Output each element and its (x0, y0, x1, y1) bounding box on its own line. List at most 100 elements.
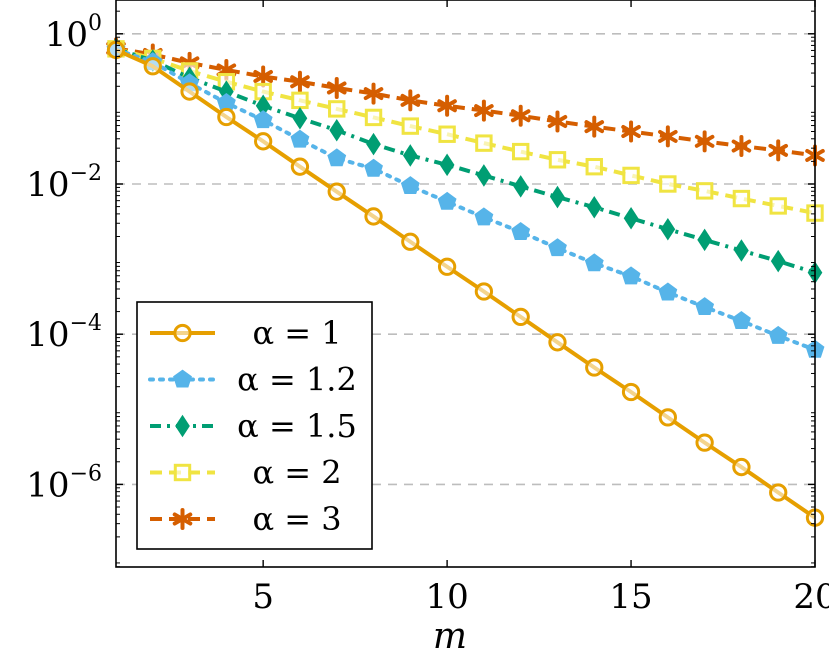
data-point (695, 433, 714, 452)
data-point (327, 182, 346, 201)
data-point (364, 207, 383, 226)
asterisk-stroke (363, 87, 384, 101)
x-tick-label: 5 (252, 577, 274, 617)
asterisk-stroke (326, 81, 347, 95)
data-point (437, 257, 457, 276)
x-tick-label: 20 (793, 577, 829, 617)
data-point (364, 108, 383, 127)
data-point (621, 120, 641, 143)
data-point (585, 358, 604, 377)
data-point (694, 130, 715, 153)
plot-frame (115, 0, 816, 568)
data-point (253, 110, 273, 129)
legend-marker (173, 463, 192, 482)
x-tick-label: 10 (425, 577, 468, 617)
y-tick-exponent: −6 (70, 461, 102, 486)
asterisk-stroke (547, 114, 568, 128)
data-point (511, 142, 530, 161)
y-tick-label: 100 (45, 11, 102, 55)
data-point (658, 282, 678, 301)
data-point (327, 148, 347, 167)
data-point (584, 253, 604, 272)
series-1 (106, 39, 825, 358)
data-point (438, 125, 456, 143)
data-point (437, 94, 457, 117)
data-point (548, 151, 567, 169)
data-point (437, 191, 457, 210)
data-point (768, 139, 789, 162)
data-point (290, 129, 310, 148)
data-point (732, 457, 751, 477)
data-point (292, 107, 308, 130)
legend-label: α = 2 (252, 454, 341, 492)
y-tick-label: 10−6 (26, 461, 102, 505)
y-tick-label: 10−2 (26, 161, 102, 205)
data-point (180, 82, 199, 101)
asterisk-stroke (658, 129, 678, 143)
data-point (510, 104, 531, 127)
data-point (439, 153, 455, 177)
y-tick-exponent: −2 (70, 161, 102, 186)
data-point (586, 195, 602, 219)
data-point (511, 222, 531, 240)
data-point (254, 132, 273, 151)
data-point (363, 82, 384, 105)
asterisk-stroke (731, 139, 752, 153)
series-layer (106, 37, 825, 527)
data-point (585, 157, 603, 176)
data-point (253, 65, 273, 88)
asterisk-stroke (474, 104, 494, 118)
data-point (621, 266, 641, 285)
data-point (659, 175, 677, 193)
data-point (548, 238, 567, 257)
y-tick-base: 10 (26, 315, 69, 355)
data-point (622, 166, 640, 185)
data-point (364, 158, 383, 177)
data-point (658, 408, 677, 427)
asterisk-stroke (290, 75, 310, 89)
asterisk-stroke (768, 143, 789, 157)
asterisk-stroke (253, 69, 273, 83)
data-point (474, 282, 494, 301)
data-point (660, 217, 676, 241)
data-point (475, 134, 493, 152)
data-point (584, 115, 605, 138)
data-point (550, 185, 565, 209)
series-line (115, 46, 816, 275)
series-2 (108, 37, 823, 284)
data-point (217, 107, 236, 127)
series-3 (107, 40, 824, 222)
data-point (143, 57, 162, 76)
asterisk-stroke (172, 512, 193, 526)
data-point (770, 249, 786, 273)
data-point (474, 207, 494, 226)
legend-marker (172, 508, 193, 530)
data-point (291, 91, 309, 110)
data-point (547, 110, 568, 133)
data-point (326, 76, 347, 99)
data-point (476, 164, 492, 187)
data-point (400, 89, 421, 112)
series-4 (106, 37, 825, 167)
data-point (731, 311, 751, 329)
data-point (548, 333, 567, 352)
legend-label: α = 1.2 (237, 361, 357, 399)
data-point (623, 206, 639, 230)
asterisk-stroke (216, 63, 237, 77)
legend-marker (173, 369, 192, 388)
y-tick-base: 10 (45, 15, 88, 55)
x-axis-label: m (433, 616, 467, 657)
series-line (115, 46, 816, 158)
legend-label: α = 1.5 (237, 407, 357, 445)
data-point (695, 182, 714, 200)
data-point (621, 382, 641, 402)
legend: α = 1 α = 1.2 α = 1.5 α = 2 α = 3 (136, 301, 373, 550)
data-point (401, 117, 420, 135)
data-point (401, 232, 420, 251)
data-point (328, 100, 346, 118)
data-point (732, 189, 751, 208)
data-point (290, 70, 310, 93)
legend-marker (173, 323, 192, 343)
asterisk-stroke (400, 93, 421, 107)
